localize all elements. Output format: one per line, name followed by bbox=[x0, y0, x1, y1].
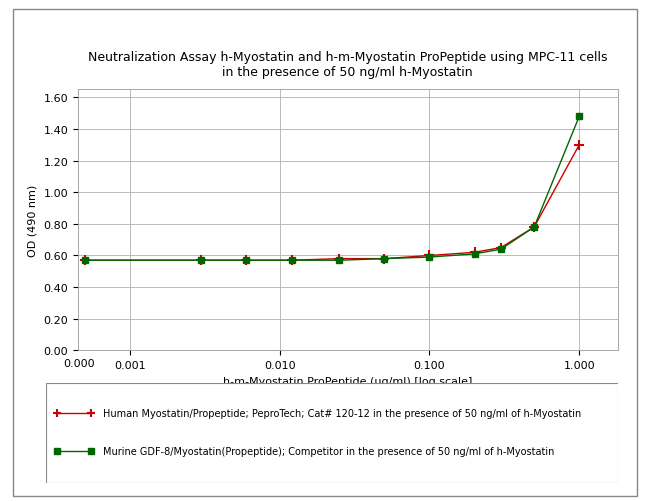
Murine GDF-8/Myostatin(Propeptide); Competitor in the presence of 50 ng/ml of h-Myostatin bbox=[242, 258, 250, 264]
Murine GDF-8/Myostatin(Propeptide); Competitor in the presence of 50 ng/ml of h-Myostatin bbox=[288, 258, 296, 264]
Human Myostatin/Propeptide; PeproTech; Cat# 120-12 in the presence of 50 ng/ml of h-Myostatin bbox=[575, 142, 583, 148]
Human Myostatin/Propeptide; PeproTech; Cat# 120-12 in the presence of 50 ng/ml of h-Myostatin bbox=[335, 256, 343, 262]
Murine GDF-8/Myostatin(Propeptide); Competitor in the presence of 50 ng/ml of h-Myostatin bbox=[335, 258, 343, 264]
Murine GDF-8/Myostatin(Propeptide); Competitor in the presence of 50 ng/ml of h-Myostatin bbox=[380, 256, 388, 262]
Human Myostatin/Propeptide; PeproTech; Cat# 120-12 in the presence of 50 ng/ml of h-Myostatin bbox=[426, 253, 434, 259]
Text: Murine GDF-8/Myostatin(Propeptide); Competitor in the presence of 50 ng/ml of h-: Murine GDF-8/Myostatin(Propeptide); Comp… bbox=[103, 446, 554, 456]
Human Myostatin/Propeptide; PeproTech; Cat# 120-12 in the presence of 50 ng/ml of h-Myostatin bbox=[242, 258, 250, 264]
Murine GDF-8/Myostatin(Propeptide); Competitor in the presence of 50 ng/ml of h-Myostatin bbox=[81, 258, 89, 264]
Line: Murine GDF-8/Myostatin(Propeptide); Competitor in the presence of 50 ng/ml of h-Myostatin: Murine GDF-8/Myostatin(Propeptide); Comp… bbox=[82, 114, 582, 264]
Human Myostatin/Propeptide; PeproTech; Cat# 120-12 in the presence of 50 ng/ml of h-Myostatin bbox=[380, 256, 388, 262]
Y-axis label: OD (490 nm): OD (490 nm) bbox=[28, 184, 38, 257]
Human Myostatin/Propeptide; PeproTech; Cat# 120-12 in the presence of 50 ng/ml of h-Myostatin bbox=[530, 224, 538, 230]
Human Myostatin/Propeptide; PeproTech; Cat# 120-12 in the presence of 50 ng/ml of h-Myostatin bbox=[81, 258, 89, 264]
Title: Neutralization Assay h-Myostatin and h-m-Myostatin ProPeptide using MPC-11 cells: Neutralization Assay h-Myostatin and h-m… bbox=[88, 52, 608, 79]
FancyBboxPatch shape bbox=[13, 10, 637, 496]
Murine GDF-8/Myostatin(Propeptide); Competitor in the presence of 50 ng/ml of h-Myostatin bbox=[471, 252, 478, 258]
FancyBboxPatch shape bbox=[46, 383, 617, 483]
Human Myostatin/Propeptide; PeproTech; Cat# 120-12 in the presence of 50 ng/ml of h-Myostatin bbox=[471, 250, 478, 256]
Human Myostatin/Propeptide; PeproTech; Cat# 120-12 in the presence of 50 ng/ml of h-Myostatin bbox=[288, 258, 296, 264]
Murine GDF-8/Myostatin(Propeptide); Competitor in the presence of 50 ng/ml of h-Myostatin bbox=[198, 258, 205, 264]
Text: 0.000: 0.000 bbox=[64, 358, 95, 368]
Human Myostatin/Propeptide; PeproTech; Cat# 120-12 in the presence of 50 ng/ml of h-Myostatin bbox=[497, 245, 505, 251]
Line: Human Myostatin/Propeptide; PeproTech; Cat# 120-12 in the presence of 50 ng/ml of h-Myostatin: Human Myostatin/Propeptide; PeproTech; C… bbox=[80, 141, 584, 266]
Murine GDF-8/Myostatin(Propeptide); Competitor in the presence of 50 ng/ml of h-Myostatin bbox=[497, 246, 505, 253]
Murine GDF-8/Myostatin(Propeptide); Competitor in the presence of 50 ng/ml of h-Myostatin bbox=[530, 224, 538, 230]
X-axis label: h-m-Myostatin ProPeptide (ug/ml) [log scale]: h-m-Myostatin ProPeptide (ug/ml) [log sc… bbox=[223, 376, 473, 386]
Murine GDF-8/Myostatin(Propeptide); Competitor in the presence of 50 ng/ml of h-Myostatin bbox=[426, 255, 434, 261]
Human Myostatin/Propeptide; PeproTech; Cat# 120-12 in the presence of 50 ng/ml of h-Myostatin bbox=[198, 258, 205, 264]
Murine GDF-8/Myostatin(Propeptide); Competitor in the presence of 50 ng/ml of h-Myostatin bbox=[575, 114, 583, 120]
Text: Human Myostatin/Propeptide; PeproTech; Cat# 120-12 in the presence of 50 ng/ml o: Human Myostatin/Propeptide; PeproTech; C… bbox=[103, 408, 581, 418]
